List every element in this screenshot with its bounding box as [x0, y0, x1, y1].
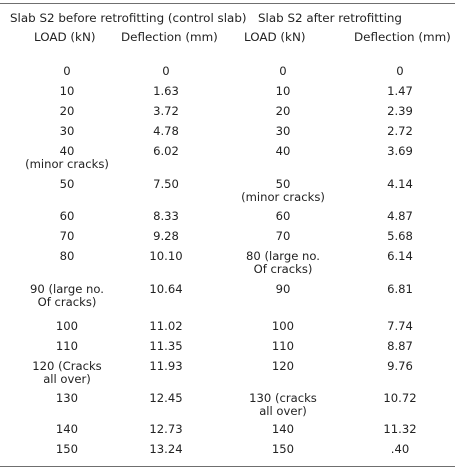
deflection-after-cell: 1.47 [387, 84, 413, 98]
load-before-cell: 0 [63, 64, 71, 78]
deflection-after-cell: 7.74 [387, 319, 413, 333]
deflection-after-cell: 9.76 [387, 359, 413, 373]
deflection-after-cell: 4.87 [387, 209, 413, 223]
deflection-after-cell: .40 [390, 442, 410, 456]
deflection-after-cell: 2.39 [387, 104, 413, 118]
load-after-cell: 20 [275, 104, 291, 118]
deflection-after-cell: 10.72 [383, 391, 417, 405]
deflection-before-cell: 3.72 [153, 104, 179, 118]
load-after-cell: 120 [271, 359, 295, 373]
deflection-before-cell: 8.33 [153, 209, 179, 223]
load-before-cell: 80 [59, 249, 75, 263]
load-after-cell: 130 (cracks all over) [249, 391, 317, 418]
deflection-before-cell: 11.02 [149, 319, 183, 333]
load-after-cell: 50 (minor cracks) [241, 177, 325, 204]
column-header-load-before: LOAD (kN) [34, 30, 96, 44]
load-before-cell: 50 [59, 177, 75, 191]
deflection-before-cell: 10.64 [149, 282, 183, 296]
load-after-cell: 40 [275, 144, 291, 158]
deflection-before-cell: 12.45 [149, 391, 183, 405]
load-after-cell: 140 [271, 422, 295, 436]
load-after-cell: 150 [271, 442, 295, 456]
deflection-after-cell: 6.81 [387, 282, 413, 296]
load-before-cell: 150 [55, 442, 79, 456]
column-header-deflection-after: Deflection (mm) [354, 30, 451, 44]
deflection-before-cell: 6.02 [153, 144, 179, 158]
load-after-cell: 110 [271, 339, 295, 353]
deflection-after-cell: 11.32 [383, 422, 417, 436]
deflection-before-cell: 11.35 [149, 339, 183, 353]
deflection-before-cell: 11.93 [149, 359, 183, 373]
deflection-before-cell: 7.50 [153, 177, 179, 191]
load-after-cell: 60 [275, 209, 291, 223]
column-header-load-after: LOAD (kN) [244, 30, 306, 44]
load-before-cell: 120 (Cracks all over) [32, 359, 102, 386]
load-before-cell: 110 [55, 339, 79, 353]
table-top-rule [0, 3, 455, 4]
column-header-deflection-before: Deflection (mm) [121, 30, 218, 44]
load-after-cell: 100 [271, 319, 295, 333]
load-before-cell: 60 [59, 209, 75, 223]
table-bottom-rule [0, 466, 455, 467]
deflection-before-cell: 9.28 [153, 229, 179, 243]
deflection-after-cell: 6.14 [387, 249, 413, 263]
load-before-cell: 20 [59, 104, 75, 118]
load-before-cell: 10 [59, 84, 75, 98]
load-before-cell: 100 [55, 319, 79, 333]
load-before-cell: 130 [55, 391, 79, 405]
deflection-before-cell: 12.73 [149, 422, 183, 436]
deflection-before-cell: 0 [162, 64, 170, 78]
load-after-cell: 10 [275, 84, 291, 98]
group-header-before: Slab S2 before retrofitting (control sla… [10, 11, 247, 25]
group-header-after: Slab S2 after retrofitting [258, 11, 402, 25]
deflection-before-cell: 10.10 [149, 249, 183, 263]
deflection-after-cell: 4.14 [387, 177, 413, 191]
deflection-after-cell: 5.68 [387, 229, 413, 243]
deflection-before-cell: 13.24 [149, 442, 183, 456]
load-before-cell: 40 (minor cracks) [25, 144, 109, 171]
load-before-cell: 70 [59, 229, 75, 243]
load-before-cell: 140 [55, 422, 79, 436]
load-after-cell: 30 [275, 124, 291, 138]
load-after-cell: 90 [275, 282, 291, 296]
load-after-cell: 70 [275, 229, 291, 243]
deflection-after-cell: 3.69 [387, 144, 413, 158]
deflection-before-cell: 1.63 [153, 84, 179, 98]
load-after-cell: 0 [279, 64, 287, 78]
load-after-cell: 80 (large no. Of cracks) [246, 249, 320, 276]
deflection-before-cell: 4.78 [153, 124, 179, 138]
deflection-after-cell: 0 [396, 64, 404, 78]
deflection-after-cell: 2.72 [387, 124, 413, 138]
deflection-after-cell: 8.87 [387, 339, 413, 353]
load-before-cell: 30 [59, 124, 75, 138]
load-before-cell: 90 (large no. Of cracks) [30, 282, 104, 309]
